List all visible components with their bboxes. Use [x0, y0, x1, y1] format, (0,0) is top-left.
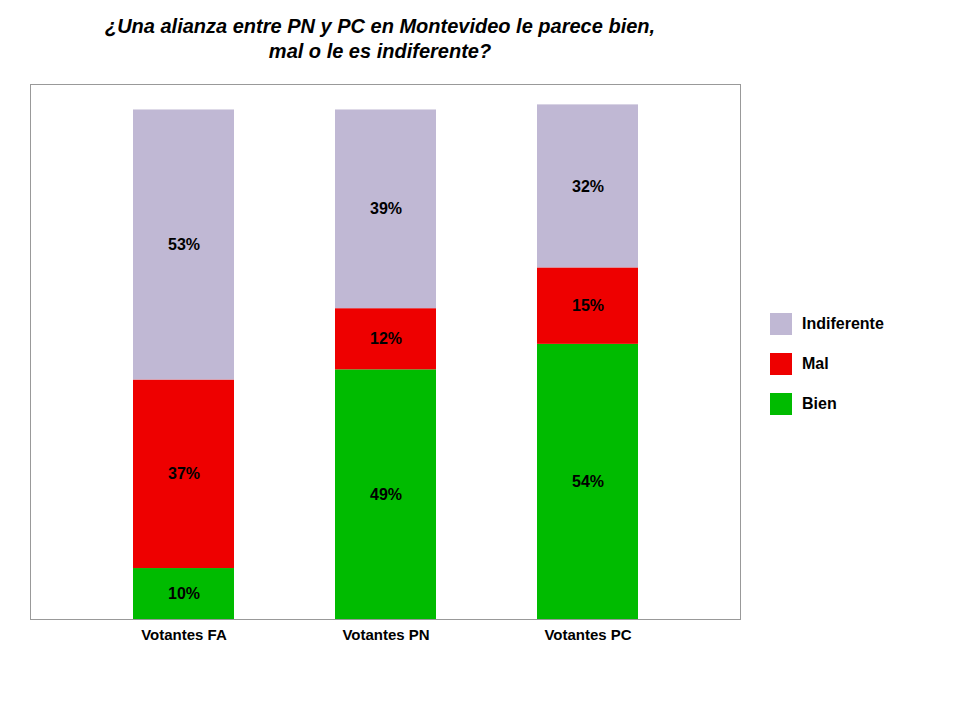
svg-text:Votantes PC: Votantes PC [544, 626, 631, 643]
svg-text:10%: 10% [168, 585, 200, 602]
html-text:Mal: Mal [802, 355, 829, 372]
html-text:Indiferente: Indiferente [802, 315, 884, 332]
html-text:mal o le es indiferente?: mal o le es indiferente? [268, 40, 492, 62]
svg-text:Votantes FA: Votantes FA [141, 626, 227, 643]
svg-text:32%: 32% [572, 178, 604, 195]
html-text:¿Una alianza entre PN y PC en: ¿Una alianza entre PN y PC en Montevideo… [104, 15, 656, 37]
svg-text:Votantes PN: Votantes PN [342, 626, 429, 643]
svg-text:53%: 53% [168, 236, 200, 253]
svg-text:15%: 15% [572, 297, 604, 314]
svg-text:39%: 39% [370, 200, 402, 217]
svg-text:49%: 49% [370, 486, 402, 503]
svg-text:12%: 12% [370, 330, 402, 347]
html-text:Bien: Bien [802, 395, 837, 412]
svg-text:37%: 37% [168, 465, 200, 482]
svg-text:54%: 54% [572, 473, 604, 490]
